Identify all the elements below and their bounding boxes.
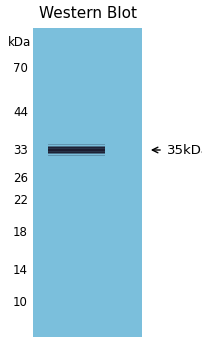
Text: 70: 70 [13,61,28,74]
Bar [48,147,104,148]
Text: 33: 33 [13,144,28,156]
Bar [48,146,104,147]
Bar [48,150,104,151]
Bar [48,145,104,146]
Bar [48,148,104,149]
Bar [48,154,104,155]
Bar [48,149,104,150]
Bar [48,152,104,153]
Text: kDa: kDa [8,35,31,49]
Text: 35kDa: 35kDa [166,144,202,156]
Text: 10: 10 [13,297,28,309]
Text: 14: 14 [13,264,28,276]
Bar [48,147,104,153]
Bar [48,144,104,145]
Text: 44: 44 [13,105,28,119]
Bar [33,28,141,337]
Text: 18: 18 [13,225,28,239]
Text: 26: 26 [13,172,28,184]
Bar [48,155,104,156]
Bar [48,151,104,152]
Text: Western Blot: Western Blot [39,6,136,22]
Text: 22: 22 [13,193,28,207]
Bar [48,153,104,154]
